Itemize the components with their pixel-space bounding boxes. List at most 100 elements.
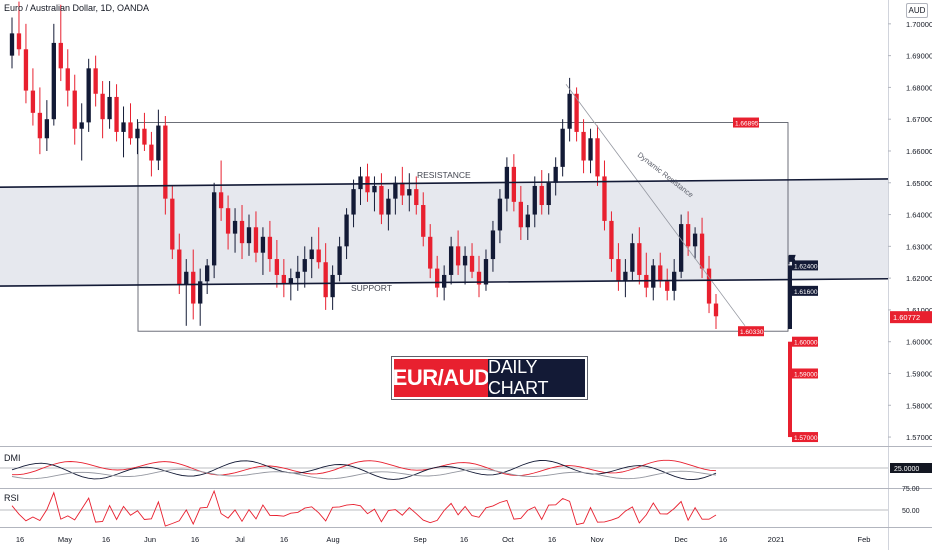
candle-body (358, 176, 363, 190)
x-tick-label: May (58, 535, 72, 544)
candle-body (79, 122, 84, 129)
candle-body (581, 131, 586, 161)
candle-body (246, 227, 252, 244)
y-tick-label: 1.68000 (906, 83, 932, 92)
last-price-label: 1.60772 (893, 313, 920, 322)
candle-body (330, 274, 335, 298)
candle-body (476, 271, 482, 285)
candle-body (414, 189, 419, 206)
target-1-tag: 1.62400 (794, 263, 818, 270)
candle-body (609, 220, 614, 260)
candle-body (309, 249, 314, 260)
candle-body (692, 233, 698, 247)
target-4-tag: 1.59000 (794, 371, 818, 378)
candle-body (239, 220, 245, 244)
candle-body (428, 236, 433, 269)
candle-body (260, 236, 266, 253)
candle-body (323, 262, 328, 298)
rsi-label: RSI (4, 493, 20, 503)
title-subtitle: DAILY CHART (488, 357, 585, 398)
candle-body (344, 214, 349, 247)
candle-body (658, 265, 663, 282)
candle-body (44, 119, 50, 139)
candle-body (400, 182, 405, 196)
x-tick-label: Nov (590, 535, 604, 544)
candle-body (637, 243, 642, 275)
x-tick-label: Dec (674, 535, 688, 544)
candle-body (665, 281, 670, 291)
x-tick-label: Oct (502, 535, 515, 544)
candle-body (699, 233, 705, 269)
range-high-tag: 1.66895 (735, 121, 759, 128)
candle-body (267, 236, 273, 260)
title-banner: EUR/AUD DAILY CHART (391, 356, 588, 400)
y-tick-label: 1.58000 (906, 401, 932, 410)
candle-body (602, 176, 607, 221)
y-tick-label: 1.66000 (906, 147, 932, 156)
dmi-adx-line (11, 468, 717, 480)
y-tick-label: 1.70000 (906, 20, 932, 29)
support-label: SUPPORT (351, 283, 392, 293)
candle-body (483, 259, 489, 285)
candle-body (30, 90, 36, 113)
candle-body (560, 128, 565, 167)
candle-body (448, 246, 454, 275)
candle-body (316, 249, 321, 263)
candle-body (574, 93, 579, 132)
candle-body (135, 128, 140, 139)
range-low-tag: 1.60330 (740, 329, 764, 336)
dynamic-resistance-line (565, 83, 746, 327)
candle-body (546, 182, 551, 206)
candle-body (51, 42, 56, 120)
y-tick-label: 1.67000 (906, 115, 932, 124)
target-3-tag-box (792, 336, 818, 347)
candle-body (379, 185, 384, 215)
candle-body (156, 125, 161, 161)
candle-body (274, 259, 280, 275)
candle-body (121, 122, 126, 132)
candle-body (393, 182, 398, 199)
candle-body (462, 255, 468, 266)
x-tick-label: 16 (548, 535, 556, 544)
candle-body (706, 268, 712, 304)
ticker-label: Euro / Australian Dollar, 1D, OANDA (4, 3, 150, 13)
candle-body (490, 230, 496, 260)
candle-body (177, 249, 182, 285)
title-pair: EUR/AUD (393, 359, 490, 397)
candle-body (225, 208, 231, 234)
candle-body (337, 246, 342, 275)
candle-body (351, 189, 356, 215)
y-tick-label: 1.64000 (906, 211, 932, 220)
y-tick-label: 1.69000 (906, 52, 932, 61)
candle-body (100, 93, 105, 120)
x-tick-label: Jun (144, 535, 156, 544)
x-tick-label: Sep (413, 535, 426, 544)
projection-bar-up (788, 265, 792, 329)
candle-body (23, 49, 29, 91)
support-line (0, 277, 889, 287)
y-tick-label: 1.60000 (906, 338, 932, 347)
x-tick-label: 16 (460, 535, 468, 544)
candle-body (295, 271, 300, 279)
dmi-label: DMI (4, 453, 21, 463)
candle-body (86, 68, 91, 123)
candle-body (532, 185, 537, 215)
candle-body (497, 198, 503, 231)
candle-body (65, 68, 70, 91)
y-tick-label: 1.62000 (906, 274, 932, 283)
candle-body (518, 201, 523, 228)
candle-body (93, 68, 98, 94)
candle-body (678, 224, 684, 272)
resistance-label: RESISTANCE (417, 170, 471, 180)
projection-bar-down (788, 341, 792, 438)
x-tick-label: Aug (326, 535, 339, 544)
dmi-value-box (890, 463, 932, 473)
target-2-tag: 1.61600 (794, 289, 818, 296)
candle-body (191, 271, 196, 304)
candle-body (163, 125, 168, 199)
currency-badge[interactable]: AUD (906, 3, 928, 18)
target-4-tag-box (792, 368, 818, 379)
x-tick-label: Jul (235, 535, 245, 544)
